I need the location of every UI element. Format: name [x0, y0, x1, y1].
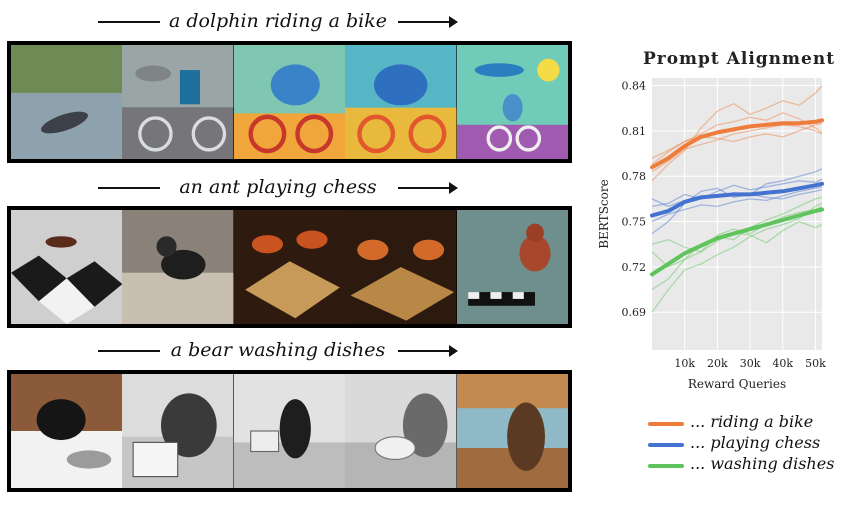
ant-image-1 [11, 210, 123, 324]
y-tick-label: 0.69 [622, 306, 647, 319]
chart-legend: ... riding a bike ... playing chess ... … [648, 412, 844, 475]
y-tick-label: 0.84 [622, 80, 647, 93]
dolphin-image-3 [233, 45, 346, 159]
dolphin-image-4 [345, 45, 457, 159]
legend-label: ... washing dishes [690, 454, 835, 473]
series-mean-line [650, 207, 824, 277]
chart-title: Prompt Alignment [643, 49, 835, 69]
image-strip-dolphin [7, 41, 572, 163]
bear-image-2 [122, 374, 234, 488]
legend-swatch [648, 464, 684, 468]
y-tick-label: 0.72 [622, 261, 647, 274]
arrow-right-icon [449, 16, 458, 28]
x-tick-label: 20k [707, 357, 728, 370]
x-axis-label: Reward Queries [688, 377, 786, 391]
ant-image-2 [122, 210, 234, 324]
bear-image-3 [233, 374, 346, 488]
ant-image-4 [345, 210, 457, 324]
bear-image-5 [456, 374, 569, 488]
left-rule [98, 21, 160, 23]
legend-label: ... riding a bike [690, 412, 814, 431]
dolphin-image-2 [122, 45, 234, 159]
legend-item-bike: ... riding a bike [648, 412, 844, 433]
series-run-line [651, 85, 823, 182]
legend-item-chess: ... playing chess [648, 433, 844, 454]
left-rule [98, 187, 160, 189]
bear-image-4 [345, 374, 457, 488]
right-rule [398, 187, 454, 189]
right-rule [398, 21, 454, 23]
series-run-line [651, 186, 823, 223]
prompt-caption: an ant playing chess [179, 176, 377, 198]
x-tick-label: 10k [674, 357, 695, 370]
series-run-line [651, 178, 823, 208]
plot-area [652, 78, 822, 350]
legend-label: ... playing chess [690, 433, 821, 452]
x-ticks: 10k 20k 30k 40k 50k [674, 357, 826, 370]
series-mean-line [650, 181, 824, 218]
series-means [650, 118, 824, 277]
series-mean-line [650, 118, 824, 170]
series-run-line [651, 124, 823, 173]
row-header-bear: a bear washing dishes [98, 339, 458, 361]
chart-svg: Prompt Alignment 0.69 0.72 0.75 0.78 0.81 0.8… [597, 49, 835, 391]
dolphin-image-5 [456, 45, 569, 159]
series-run-line [651, 112, 823, 165]
arrow-right-icon [449, 345, 458, 357]
y-tick-label: 0.81 [622, 125, 647, 138]
legend-swatch [648, 422, 684, 426]
x-tick-label: 30k [740, 357, 761, 370]
series-run-line [651, 122, 823, 159]
arrow-right-icon [449, 182, 458, 194]
legend-swatch [648, 443, 684, 447]
x-tick-label: 40k [772, 357, 793, 370]
y-tick-label: 0.78 [622, 170, 647, 183]
row-header-dolphin: a dolphin riding a bike [98, 10, 458, 32]
row-header-ant: an ant playing chess [98, 176, 458, 198]
bertscore-chart: Prompt Alignment 0.69 0.72 0.75 0.78 0.81 0.8… [594, 40, 847, 400]
y-axis-label: BERTScore [597, 179, 611, 248]
y-ticks: 0.69 0.72 0.75 0.78 0.81 0.84 [622, 80, 647, 320]
legend-item-dishes: ... washing dishes [648, 454, 844, 475]
left-rule [98, 350, 160, 352]
prompt-caption: a bear washing dishes [170, 339, 386, 361]
ant-image-3 [233, 210, 346, 324]
image-strip-bear [7, 370, 572, 492]
prompt-caption: a dolphin riding a bike [169, 10, 387, 32]
ant-image-5 [456, 210, 569, 324]
series-run-line [651, 196, 823, 291]
bear-image-1 [11, 374, 123, 488]
right-rule [398, 350, 454, 352]
x-tick-label: 50k [805, 357, 826, 370]
y-tick-label: 0.75 [622, 216, 647, 229]
dolphin-image-1 [11, 45, 123, 159]
image-strip-ant [7, 206, 572, 328]
series-run-line [651, 220, 823, 253]
